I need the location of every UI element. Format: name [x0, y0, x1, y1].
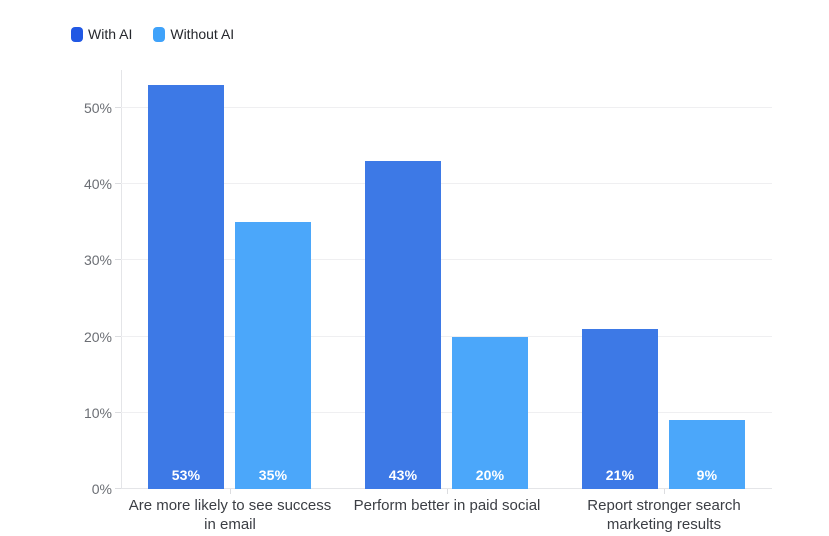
gridline-40: [121, 183, 772, 185]
x-axis-category-label-cat3: Report stronger search marketing results: [587, 497, 741, 533]
x-axis-category-label-cat2: Perform better in paid social: [353, 497, 541, 514]
bar-value-label-without-ai-cat1: 35%: [258, 467, 288, 483]
bar-value-label-without-ai-cat3: 9%: [696, 467, 718, 483]
chart-plot-area: 0% 10% 20% 30% 40% 50% 53% 43% 21% 35% 20% 9% Are mo…: [84, 70, 772, 533]
y-axis-tick-50: [115, 107, 121, 109]
y-axis-tick-0: [115, 488, 121, 489]
bar-without-ai-cat1: 35%: [235, 222, 311, 489]
x-axis-tick-cat3: [664, 489, 665, 494]
y-axis-tick-label-0: 0%: [91, 481, 112, 497]
y-axis-tick-10: [115, 411, 121, 413]
bar-with-ai-cat1: 53%: [148, 85, 224, 489]
y-axis-tick-label-20: 20%: [83, 328, 112, 345]
bar-value-label-with-ai-cat2: 43%: [388, 467, 418, 483]
x-axis-line: [121, 488, 772, 489]
legend-label-without-ai: Without AI: [170, 26, 235, 42]
chart-legend: With AI Without AI: [71, 26, 234, 42]
y-axis-tick-label-10: 10%: [83, 404, 112, 421]
bar-value-label-with-ai-cat3: 21%: [605, 467, 635, 483]
legend-item-without-ai: Without AI: [153, 26, 234, 42]
bar-without-ai-cat2: 20%: [452, 337, 528, 489]
gridline-30: [121, 259, 772, 261]
gridline-20: [121, 335, 772, 337]
bar-with-ai-cat3: 21%: [582, 329, 658, 489]
bar-without-ai-cat3: 9%: [669, 420, 745, 489]
y-axis-tick-30: [115, 259, 121, 261]
x-axis-tick-cat1: [230, 489, 231, 494]
y-axis-line: [121, 70, 122, 489]
legend-label-with-ai: With AI: [88, 26, 133, 42]
x-axis-category-label-cat1: Are more likely to see success in email: [128, 497, 332, 533]
bar-with-ai-cat2: 43%: [365, 161, 441, 489]
x-axis-tick-cat2: [447, 489, 448, 494]
bar-value-label-without-ai-cat2: 20%: [475, 467, 505, 483]
y-axis-tick-40: [115, 183, 121, 185]
y-axis-tick-label-50: 50%: [83, 100, 112, 117]
y-axis-tick-label-40: 40%: [83, 176, 112, 193]
legend-swatch-without-ai: [153, 26, 166, 42]
bar-value-label-with-ai-cat1: 53%: [171, 467, 201, 483]
y-axis-tick-20: [115, 335, 121, 337]
gridline-50: [121, 107, 772, 109]
legend-swatch-with-ai: [71, 26, 83, 42]
legend-item-with-ai: With AI: [71, 26, 132, 42]
gridline-10: [121, 411, 772, 413]
y-axis-tick-label-30: 30%: [83, 252, 112, 269]
